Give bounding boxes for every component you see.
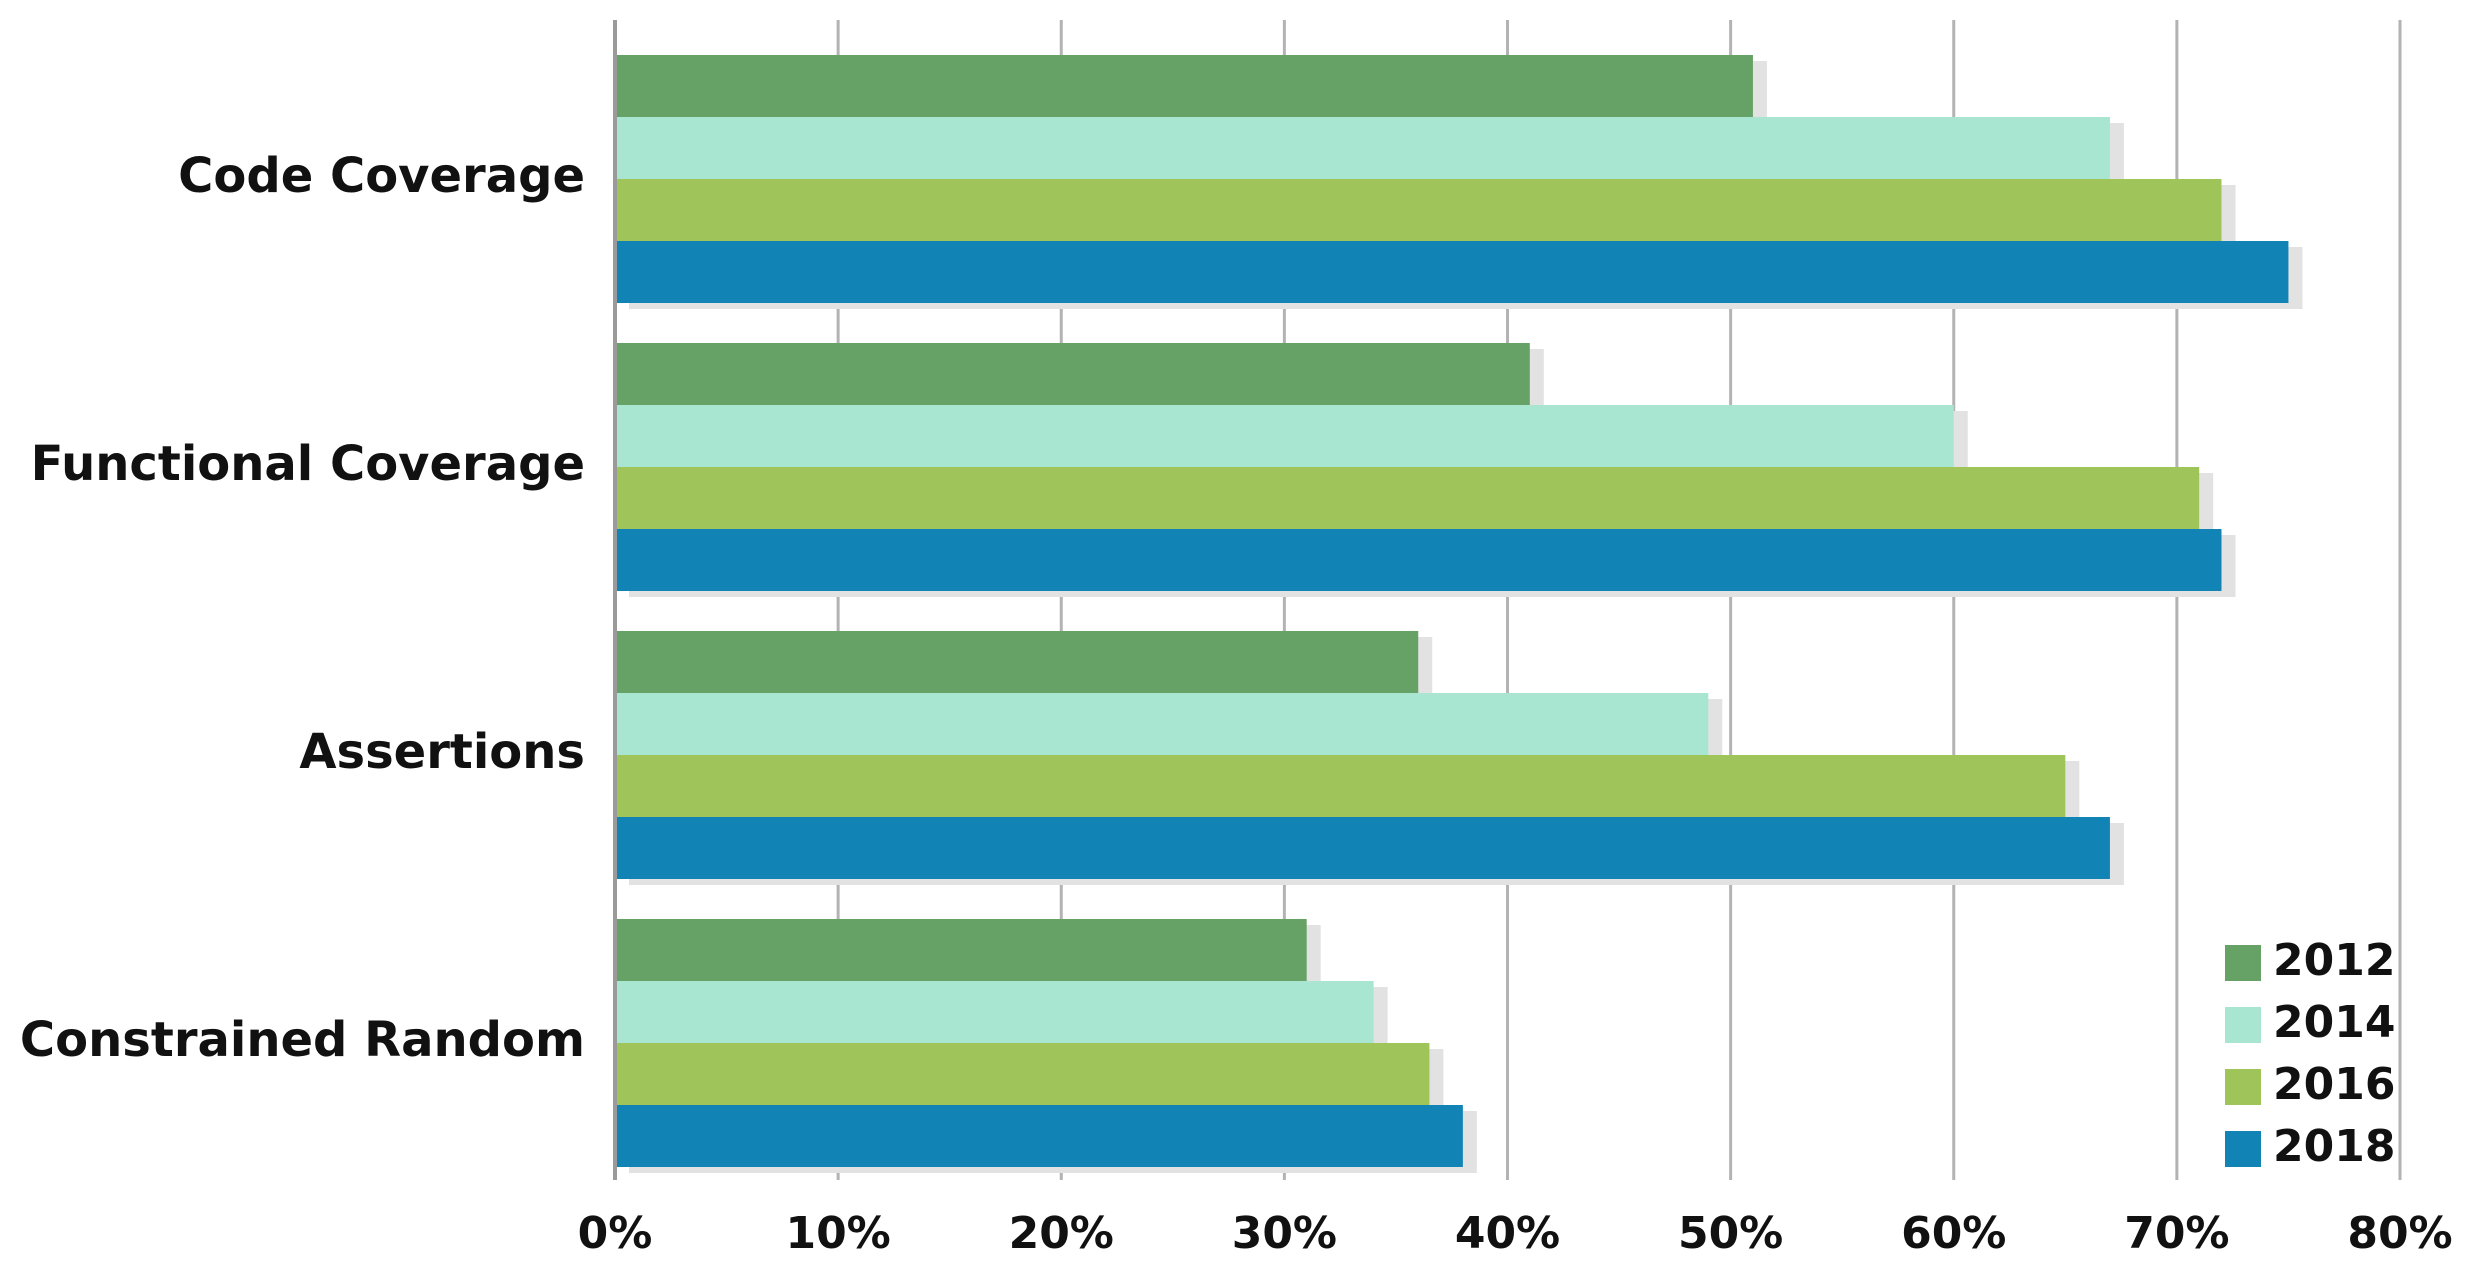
- legend-label: 2016: [2273, 1059, 2395, 1110]
- x-tick-label: 50%: [1678, 1208, 1783, 1259]
- legend-swatch-2016: [2225, 1069, 2261, 1105]
- x-tick-label: 70%: [2124, 1208, 2229, 1259]
- bar-2018-functional-coverage: [615, 529, 2222, 591]
- x-tick-label: 20%: [1009, 1208, 1114, 1259]
- bar-2014-code-coverage: [615, 117, 2110, 179]
- category-label: Constrained Random: [20, 1012, 585, 1068]
- category-label: Assertions: [299, 724, 585, 780]
- legend-label: 2014: [2273, 997, 2395, 1048]
- bar-2018-assertions: [615, 817, 2110, 879]
- bar-2018-code-coverage: [615, 241, 2289, 303]
- bar-2016-code-coverage: [615, 179, 2222, 241]
- bars: [615, 55, 2289, 1167]
- legend-swatch-2018: [2225, 1131, 2261, 1167]
- x-tick-label: 10%: [785, 1208, 890, 1259]
- category-labels: Code Coverage Functional Coverage Assertio…: [20, 148, 585, 1068]
- bar-2018-constrained-random: [615, 1105, 1463, 1167]
- bar-2012-code-coverage: [615, 55, 1753, 117]
- x-tick-labels: 0% 10% 20% 30% 40% 50% 60% 70% 80%: [578, 1208, 2453, 1259]
- x-tick-label: 30%: [1232, 1208, 1337, 1259]
- legend-label: 2012: [2273, 935, 2395, 986]
- bar-2016-assertions: [615, 755, 2066, 817]
- bar-2016-functional-coverage: [615, 467, 2200, 529]
- legend-label: 2018: [2273, 1121, 2395, 1172]
- category-label: Code Coverage: [178, 148, 585, 204]
- bar-2016-constrained-random: [615, 1043, 1430, 1105]
- bar-2012-assertions: [615, 631, 1419, 693]
- legend: 2012 2014 2016 2018: [2225, 935, 2395, 1172]
- bar-2014-assertions: [615, 693, 1709, 755]
- x-tick-label: 60%: [1901, 1208, 2006, 1259]
- x-tick-label: 40%: [1455, 1208, 1560, 1259]
- x-tick-label: 80%: [2347, 1208, 2452, 1259]
- bar-2012-functional-coverage: [615, 343, 1530, 405]
- bar-2014-constrained-random: [615, 981, 1374, 1043]
- legend-swatch-2012: [2225, 945, 2261, 981]
- category-label: Functional Coverage: [31, 436, 585, 492]
- bar-2012-constrained-random: [615, 919, 1307, 981]
- x-tick-label: 0%: [578, 1208, 653, 1259]
- bar-2014-functional-coverage: [615, 405, 1954, 467]
- legend-swatch-2014: [2225, 1007, 2261, 1043]
